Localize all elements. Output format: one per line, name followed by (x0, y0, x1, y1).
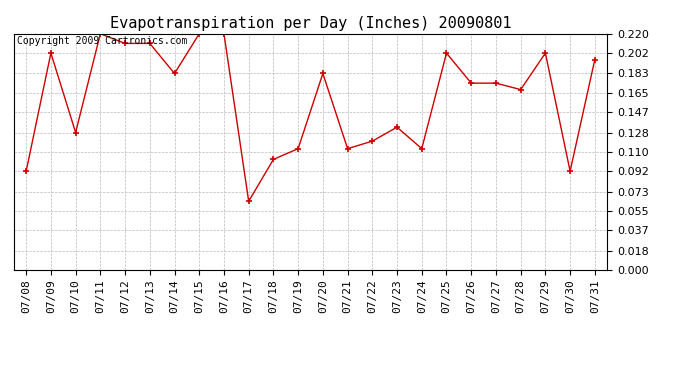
Title: Evapotranspiration per Day (Inches) 20090801: Evapotranspiration per Day (Inches) 2009… (110, 16, 511, 31)
Text: Copyright 2009 Cartronics.com: Copyright 2009 Cartronics.com (17, 36, 187, 46)
